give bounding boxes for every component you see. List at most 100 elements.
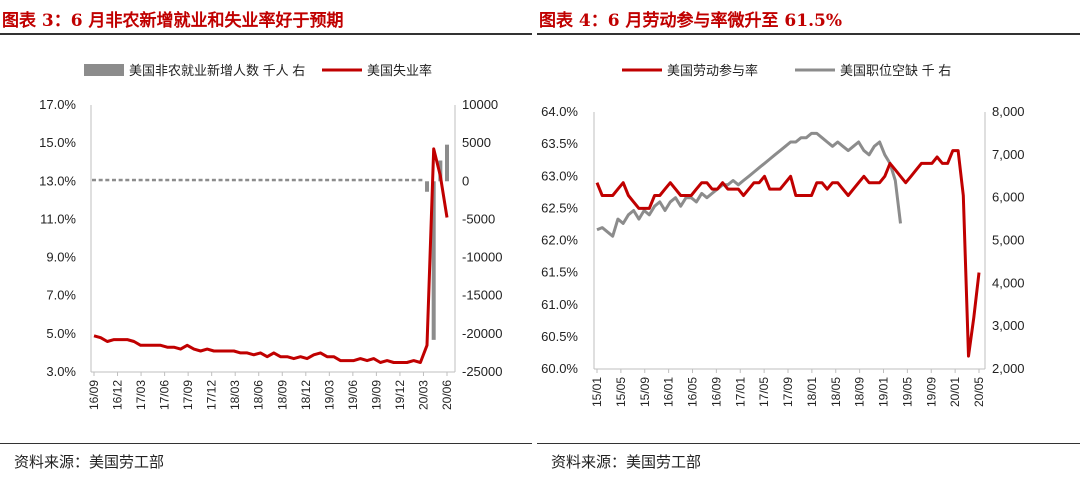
payrolls-bar bbox=[231, 178, 236, 182]
payrolls-bar bbox=[285, 178, 290, 182]
x-ticks: 15/01 15/05 15/09 16/01 16/05 16/09 17/01 17/05… bbox=[590, 369, 986, 407]
y-right-tick-label: 5000 bbox=[462, 135, 491, 150]
payrolls-bar bbox=[138, 178, 143, 182]
x-tick-label: 15/09 bbox=[638, 377, 652, 407]
title-rule bbox=[537, 33, 1080, 35]
payrolls-bar bbox=[258, 178, 263, 182]
x-tick-label: 17/06 bbox=[158, 380, 172, 410]
legend-label-payrolls: 美国非农就业新增人数 千人 右 bbox=[129, 63, 305, 78]
x-tick-label: 19/03 bbox=[322, 380, 336, 410]
x-tick-label: 18/03 bbox=[228, 380, 242, 410]
chart-panel-participation: 图表 4：6 月劳动参与率微升至 61.5% 美国劳动参与率 美国职位空缺 千 … bbox=[537, 0, 1080, 487]
y-right-tick-label: -10000 bbox=[462, 250, 502, 265]
y-left-tick-label: 15.0% bbox=[39, 135, 76, 150]
payrolls-bar bbox=[278, 178, 283, 182]
payrolls-bar bbox=[378, 178, 383, 182]
x-tick-label: 17/09 bbox=[781, 377, 795, 407]
payrolls-bar bbox=[98, 178, 103, 182]
y-right-tick-label: -25000 bbox=[462, 364, 502, 379]
source-rule bbox=[0, 443, 532, 444]
participation-chart: 美国劳动参与率 美国职位空缺 千 右 64.0%63.5%63.0%62.5%6… bbox=[541, 63, 1025, 407]
payrolls-bar bbox=[238, 178, 243, 182]
x-tick-label: 16/09 bbox=[709, 377, 723, 407]
y-left-tick-label: 61.0% bbox=[541, 297, 578, 312]
payrolls-bar bbox=[305, 178, 310, 182]
y-left-tick-label: 9.0% bbox=[46, 250, 76, 265]
x-tick-label: 18/01 bbox=[805, 377, 819, 407]
source-note: 资料来源：美国劳工部 bbox=[14, 453, 165, 471]
y-right-tick-label: 8,000 bbox=[992, 104, 1025, 119]
x-tick-label: 16/12 bbox=[111, 380, 125, 410]
payrolls-bar bbox=[105, 178, 110, 182]
y-right-ticks: 8,000 7,000 6,000 5,000 4,000 3,000 2,000 bbox=[992, 104, 1025, 376]
payrolls-bar bbox=[165, 178, 170, 182]
y-left-tick-label: 60.0% bbox=[541, 361, 578, 376]
payrolls-bar bbox=[111, 178, 116, 182]
legend: 美国非农就业新增人数 千人 右 美国失业率 bbox=[84, 63, 432, 78]
legend-swatch-payrolls bbox=[84, 64, 124, 76]
payrolls-bar bbox=[291, 178, 296, 182]
payrolls-bar bbox=[331, 178, 336, 182]
payrolls-bar bbox=[371, 178, 376, 182]
x-tick-label: 19/01 bbox=[877, 377, 891, 407]
y-right-tick-label: 0 bbox=[462, 173, 469, 188]
y-right-tick-label: 10000 bbox=[462, 97, 498, 112]
x-tick-label: 16/05 bbox=[686, 377, 700, 407]
payrolls-bar bbox=[145, 178, 150, 182]
x-tick-label: 15/05 bbox=[614, 377, 628, 407]
legend: 美国劳动参与率 美国职位空缺 千 右 bbox=[622, 63, 951, 78]
payrolls-bar bbox=[425, 181, 430, 192]
payrolls-bar bbox=[131, 178, 136, 182]
source-rule bbox=[537, 443, 1080, 444]
payrolls-bar bbox=[151, 178, 156, 182]
payrolls-bar bbox=[218, 178, 223, 182]
payrolls-bar bbox=[391, 178, 396, 182]
y-left-tick-label: 62.5% bbox=[541, 200, 578, 215]
payrolls-bar bbox=[365, 178, 370, 182]
payrolls-bar bbox=[271, 178, 276, 182]
y-left-tick-label: 62.0% bbox=[541, 233, 578, 248]
x-tick-label: 20/03 bbox=[416, 380, 430, 410]
y-right-tick-label: -20000 bbox=[462, 326, 502, 341]
x-tick-label: 18/09 bbox=[853, 377, 867, 407]
y-left-tick-label: 64.0% bbox=[541, 104, 578, 119]
y-left-tick-label: 11.0% bbox=[40, 211, 76, 226]
y-left-tick-label: 61.5% bbox=[541, 265, 578, 280]
payrolls-bar bbox=[418, 178, 423, 182]
x-tick-label: 16/09 bbox=[87, 380, 101, 410]
y-right-tick-label: 4,000 bbox=[992, 275, 1025, 290]
x-tick-label: 16/01 bbox=[662, 377, 676, 407]
y-left-tick-label: 63.0% bbox=[541, 168, 578, 183]
payrolls-bars bbox=[92, 144, 449, 340]
y-left-tick-label: 7.0% bbox=[46, 288, 76, 303]
x-tick-label: 15/01 bbox=[590, 377, 604, 407]
payrolls-bar bbox=[178, 178, 183, 182]
y-left-tick-label: 60.5% bbox=[541, 329, 578, 344]
x-tick-label: 17/09 bbox=[181, 380, 195, 410]
payrolls-bar bbox=[318, 178, 323, 182]
source-note: 资料来源：美国劳工部 bbox=[551, 453, 702, 471]
x-tick-label: 18/09 bbox=[275, 380, 289, 410]
payrolls-bar bbox=[158, 178, 163, 182]
payrolls-bar bbox=[185, 178, 190, 182]
x-tick-label: 17/01 bbox=[733, 377, 747, 407]
payrolls-bar bbox=[411, 178, 416, 182]
y-right-tick-label: 2,000 bbox=[992, 361, 1025, 376]
legend-label-participation: 美国劳动参与率 bbox=[667, 63, 758, 78]
payrolls-bar bbox=[338, 178, 343, 182]
y-left-tick-label: 63.5% bbox=[541, 136, 578, 151]
y-right-ticks: 10000 5000 0 -5000 -10000 -15000 -20000 -25000 bbox=[462, 97, 502, 379]
x-tick-label: 20/01 bbox=[948, 377, 962, 407]
x-tick-label: 19/12 bbox=[393, 380, 407, 410]
x-tick-label: 17/05 bbox=[757, 377, 771, 407]
payrolls-bar bbox=[345, 178, 350, 182]
chart-panel-nonfarm: 图表 3：6 月非农新增就业和失业率好于预期 美国非农就业新增人数 千人 右 美… bbox=[0, 0, 532, 487]
y-left-tick-label: 3.0% bbox=[46, 364, 76, 379]
payrolls-bar bbox=[225, 178, 230, 182]
unemployment-line bbox=[93, 147, 449, 364]
payrolls-bar bbox=[265, 178, 270, 182]
y-left-ticks: 64.0% 63.5% 63.0% 62.5% 62.0% 61.5% 61.0% 60.5%… bbox=[541, 104, 578, 376]
nonfarm-chart: 美国非农就业新增人数 千人 右 美国失业率 17.0% 15.0% 13.0% 11.… bbox=[39, 63, 502, 410]
payrolls-bar bbox=[311, 178, 316, 182]
y-right-tick-label: 6,000 bbox=[992, 190, 1025, 205]
